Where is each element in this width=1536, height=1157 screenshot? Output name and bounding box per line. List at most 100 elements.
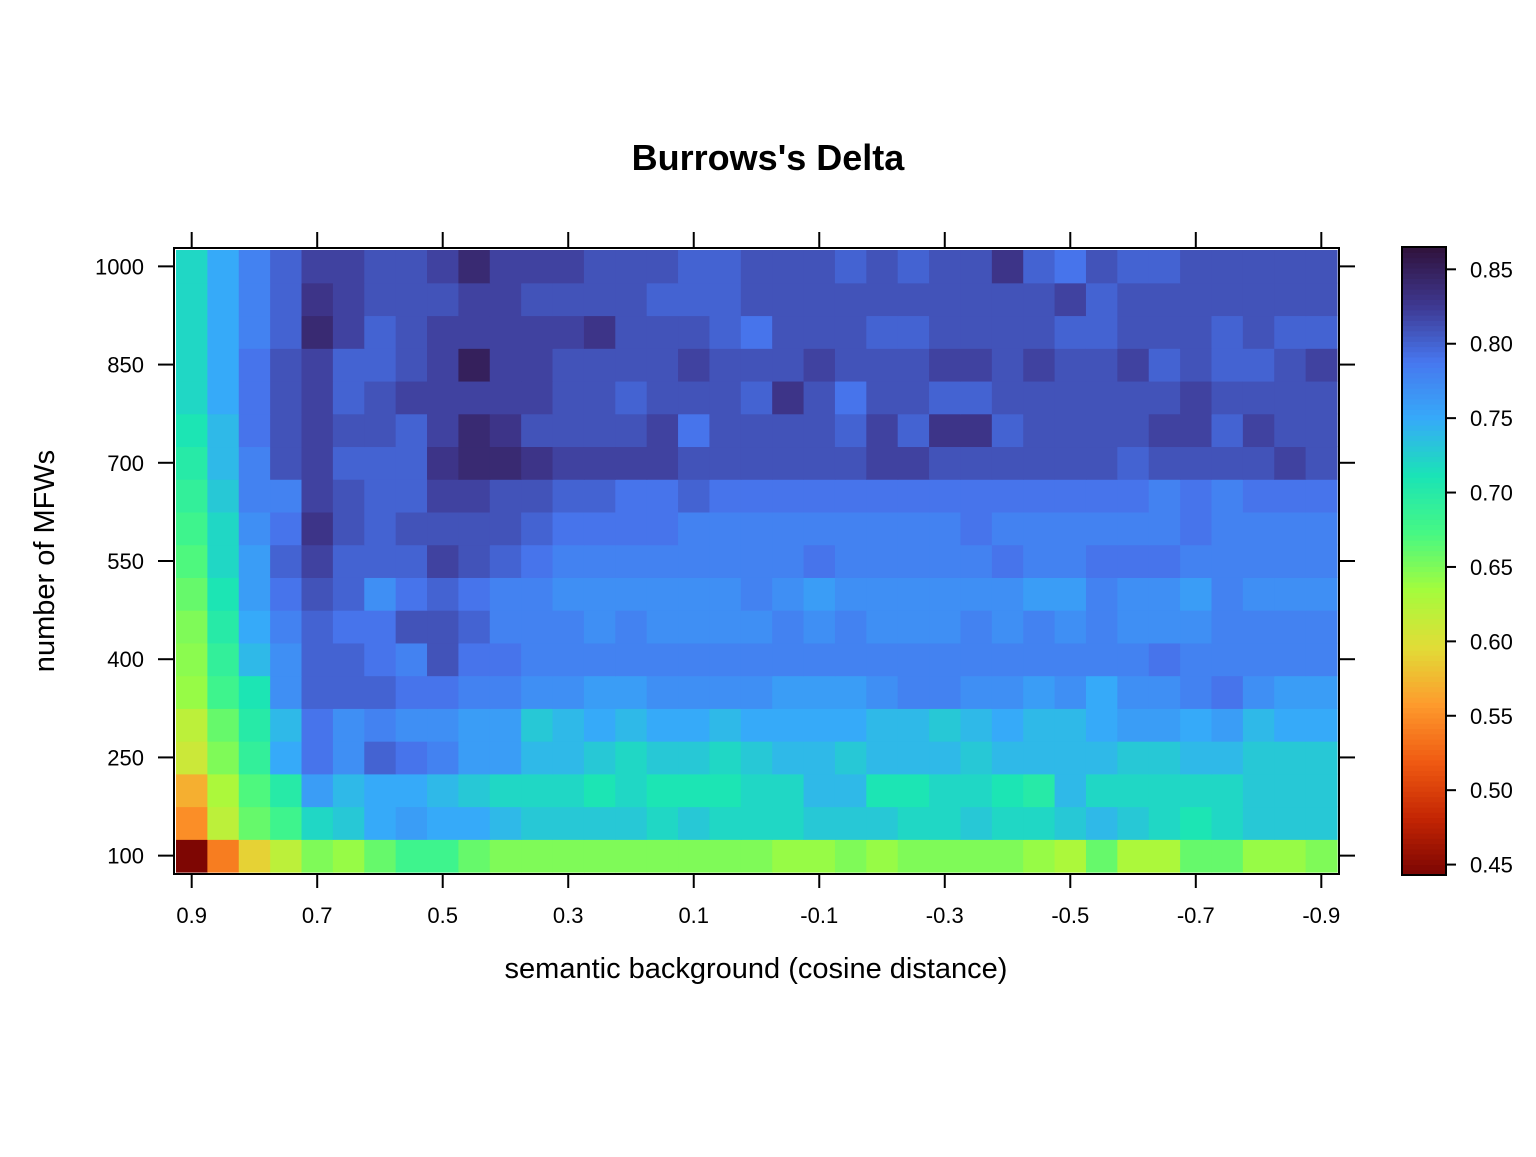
heatmap-cell: [238, 250, 271, 284]
colorbar-swatch: [1402, 812, 1446, 819]
heatmap-cell: [646, 380, 679, 415]
heatmap-cell: [772, 413, 805, 448]
colorbar-swatch: [1402, 404, 1446, 410]
heatmap-cell: [1148, 708, 1181, 742]
heatmap-cell: [615, 741, 648, 775]
heatmap-cell: [740, 773, 773, 808]
heatmap-cell: [395, 675, 428, 709]
colorbar-swatch: [1402, 472, 1446, 478]
heatmap-cell: [960, 511, 993, 546]
heatmap-cell: [489, 446, 522, 480]
heatmap-cell: [1242, 773, 1275, 808]
heatmap-cell: [1148, 544, 1181, 578]
heatmap-cell: [1180, 250, 1213, 284]
colorbar-swatch: [1402, 838, 1446, 845]
heatmap-cell: [1211, 708, 1244, 742]
heatmap-cell: [427, 380, 460, 415]
heatmap-cell: [960, 610, 993, 644]
colorbar-swatch: [1402, 435, 1446, 442]
heatmap-cell: [583, 708, 616, 742]
heatmap-cell: [583, 446, 616, 480]
heatmap-cell: [929, 511, 962, 546]
heatmap-cell: [552, 282, 585, 317]
colorbar-swatch: [1402, 613, 1446, 620]
heatmap-cell: [489, 708, 522, 742]
heatmap-cell: [301, 479, 334, 513]
heatmap-cell: [991, 577, 1024, 611]
heatmap-cell: [740, 806, 773, 840]
heatmap-cell: [1274, 773, 1307, 808]
heatmap-cell: [1305, 511, 1338, 546]
y-tick-label: 550: [107, 549, 144, 574]
colorbar-swatch: [1402, 744, 1446, 750]
heatmap-cell: [1023, 839, 1056, 873]
heatmap-cell: [960, 577, 993, 611]
heatmap-cell: [552, 315, 585, 349]
heatmap-cell: [176, 446, 208, 480]
heatmap-cell: [427, 315, 460, 349]
heatmap-cell: [678, 773, 711, 808]
heatmap-cell: [395, 741, 428, 775]
heatmap-cell: [583, 642, 616, 677]
heatmap-cell: [678, 380, 711, 415]
heatmap-cell: [678, 839, 711, 873]
heatmap-cell: [772, 806, 805, 840]
colorbar-swatch: [1402, 487, 1446, 494]
heatmap-cell: [1211, 839, 1244, 873]
heatmap-cell: [1211, 642, 1244, 677]
heatmap-cell: [678, 282, 711, 317]
colorbar-swatch: [1402, 330, 1446, 337]
heatmap-cell: [489, 577, 522, 611]
heatmap-cell: [552, 708, 585, 742]
heatmap-cell: [1117, 282, 1150, 317]
heatmap-cell: [646, 315, 679, 349]
heatmap-cell: [709, 380, 742, 415]
heatmap-cell: [1054, 282, 1087, 317]
heatmap-cell: [1242, 446, 1275, 480]
heatmap-cell: [1211, 282, 1244, 317]
heatmap-cell: [991, 250, 1024, 284]
heatmap-cell: [834, 577, 867, 611]
heatmap-cell: [332, 315, 365, 349]
heatmap-cell: [709, 806, 742, 840]
heatmap-cell: [615, 708, 648, 742]
heatmap-cell: [991, 446, 1024, 480]
heatmap-cell: [1180, 773, 1213, 808]
heatmap-cell: [207, 511, 240, 546]
heatmap-cell: [1242, 741, 1275, 775]
colorbar-swatch: [1402, 513, 1446, 520]
heatmap-cell: [1148, 446, 1181, 480]
heatmap-cell: [1305, 708, 1338, 742]
heatmap-cell: [364, 806, 397, 840]
heatmap-cell: [709, 250, 742, 284]
heatmap-cell: [1242, 675, 1275, 709]
heatmap-cell: [552, 479, 585, 513]
heatmap-cell: [866, 348, 899, 382]
heatmap-cell: [1023, 446, 1056, 480]
heatmap-cell: [1242, 642, 1275, 677]
heatmap-cell: [866, 741, 899, 775]
heatmap-cell: [458, 675, 491, 709]
heatmap-cell: [176, 773, 208, 808]
heatmap-cell: [1148, 282, 1181, 317]
heatmap-cell: [1211, 250, 1244, 284]
heatmap-cell: [458, 380, 491, 415]
heatmap-cell: [646, 479, 679, 513]
colorbar-swatch: [1402, 733, 1446, 740]
colorbar-swatch: [1402, 252, 1446, 259]
heatmap-cell: [678, 577, 711, 611]
heatmap-cell: [521, 380, 554, 415]
colorbar-swatch: [1402, 315, 1446, 321]
heatmap-cell: [1180, 741, 1213, 775]
heatmap-cell: [991, 741, 1024, 775]
heatmap-cell: [1117, 577, 1150, 611]
colorbar-swatch: [1402, 676, 1446, 682]
heatmap-cell: [364, 479, 397, 513]
heatmap-cell: [176, 315, 208, 349]
colorbar-swatch: [1402, 346, 1446, 353]
heatmap-cell: [301, 544, 334, 578]
heatmap-cell: [1305, 610, 1338, 644]
heatmap-cell: [489, 511, 522, 546]
heatmap-cell: [834, 708, 867, 742]
heatmap-cell: [583, 675, 616, 709]
